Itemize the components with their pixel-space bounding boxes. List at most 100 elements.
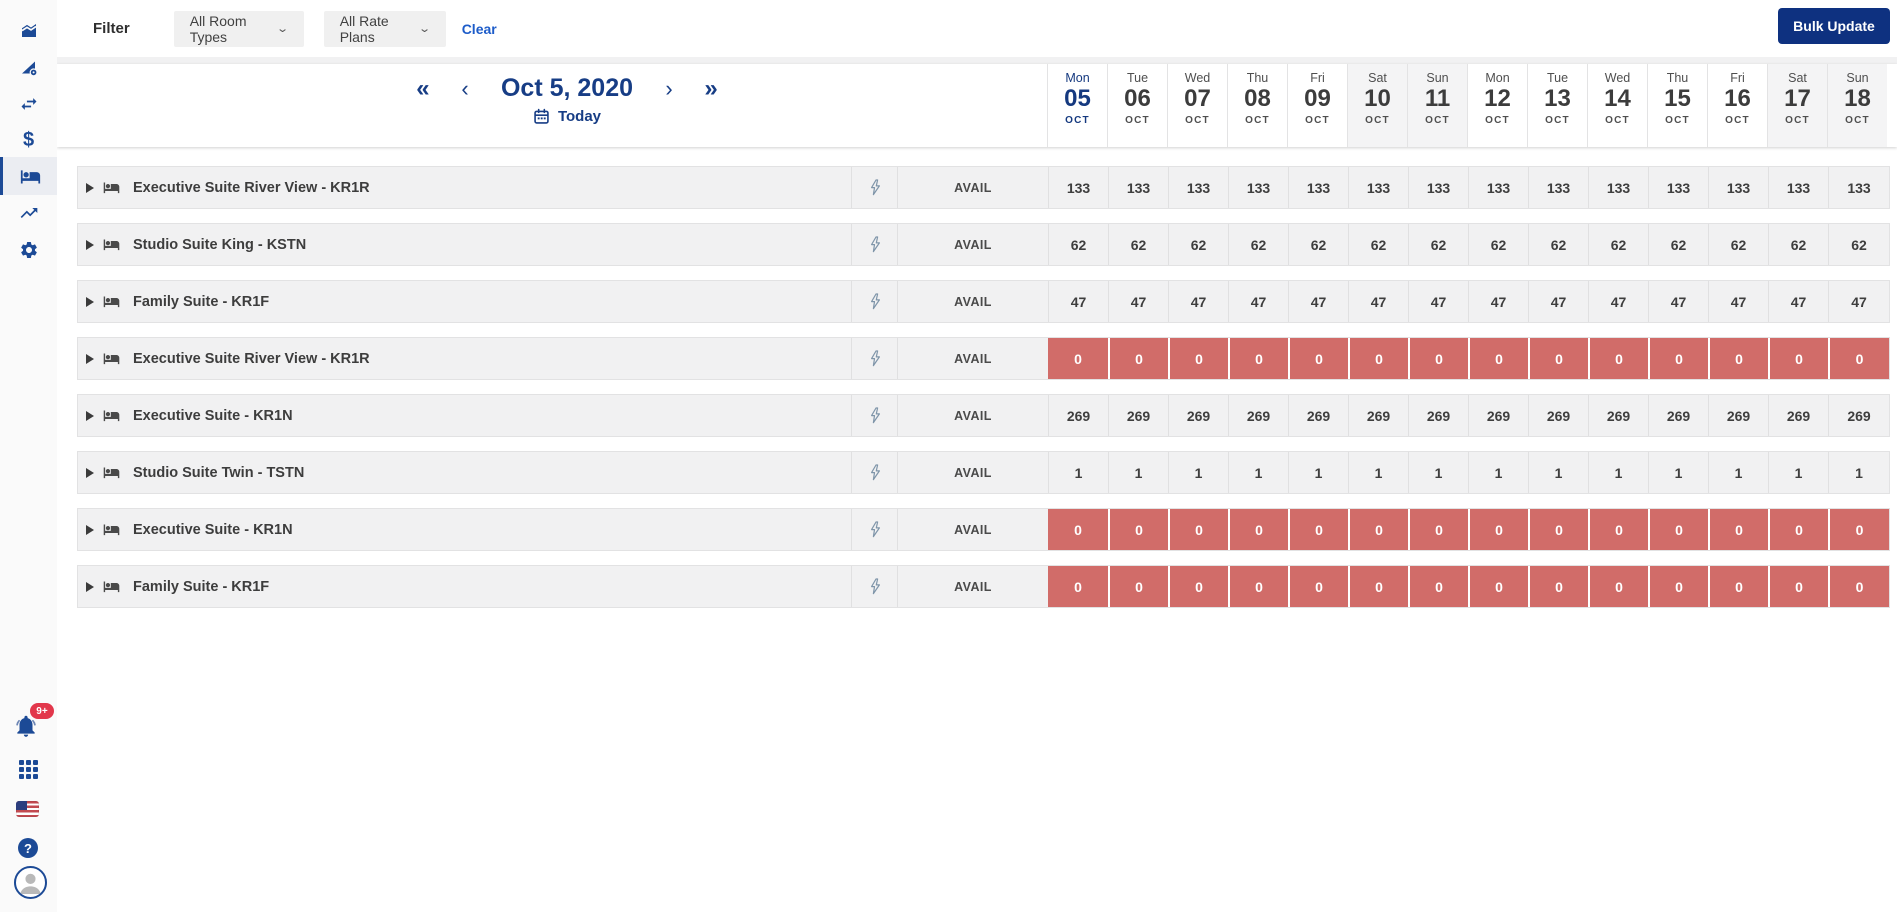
quick-update-bolt-icon[interactable] bbox=[852, 566, 898, 607]
availability-cell[interactable]: 0 bbox=[1168, 338, 1228, 379]
availability-cell[interactable]: 133 bbox=[1708, 167, 1768, 208]
availability-cell[interactable]: 0 bbox=[1228, 566, 1288, 607]
availability-cell[interactable]: 62 bbox=[1168, 224, 1228, 265]
availability-cell[interactable]: 269 bbox=[1348, 395, 1408, 436]
availability-cell[interactable]: 62 bbox=[1468, 224, 1528, 265]
notifications-bell-icon[interactable]: 9+ bbox=[13, 703, 54, 744]
availability-cell[interactable]: 0 bbox=[1828, 338, 1889, 379]
availability-cell[interactable]: 47 bbox=[1048, 281, 1108, 322]
sidebar-item-inventory-bed[interactable] bbox=[0, 157, 57, 195]
availability-cell[interactable]: 0 bbox=[1708, 566, 1768, 607]
availability-cell[interactable]: 133 bbox=[1408, 167, 1468, 208]
availability-cell[interactable]: 62 bbox=[1528, 224, 1588, 265]
availability-cell[interactable]: 269 bbox=[1408, 395, 1468, 436]
availability-cell[interactable]: 0 bbox=[1048, 338, 1108, 379]
availability-cell[interactable]: 0 bbox=[1468, 509, 1528, 550]
sidebar-item-settings-gear[interactable] bbox=[0, 231, 57, 269]
availability-cell[interactable]: 47 bbox=[1108, 281, 1168, 322]
availability-cell[interactable]: 0 bbox=[1648, 338, 1708, 379]
availability-cell[interactable]: 0 bbox=[1828, 566, 1889, 607]
availability-cell[interactable]: 1 bbox=[1768, 452, 1828, 493]
quick-update-bolt-icon[interactable] bbox=[852, 338, 898, 379]
availability-cell[interactable]: 269 bbox=[1648, 395, 1708, 436]
availability-cell[interactable]: 62 bbox=[1648, 224, 1708, 265]
language-flag-us-icon[interactable] bbox=[16, 801, 39, 817]
availability-cell[interactable]: 1 bbox=[1528, 452, 1588, 493]
availability-cell[interactable]: 0 bbox=[1288, 338, 1348, 379]
availability-cell[interactable]: 0 bbox=[1348, 566, 1408, 607]
availability-cell[interactable]: 0 bbox=[1468, 338, 1528, 379]
availability-cell[interactable]: 47 bbox=[1468, 281, 1528, 322]
apps-grid-icon[interactable] bbox=[19, 760, 38, 779]
availability-cell[interactable]: 133 bbox=[1168, 167, 1228, 208]
availability-cell[interactable]: 1 bbox=[1468, 452, 1528, 493]
availability-cell[interactable]: 0 bbox=[1768, 338, 1828, 379]
availability-cell[interactable]: 0 bbox=[1588, 566, 1648, 607]
availability-cell[interactable]: 1 bbox=[1828, 452, 1889, 493]
quick-update-bolt-icon[interactable] bbox=[852, 395, 898, 436]
availability-cell[interactable]: 269 bbox=[1168, 395, 1228, 436]
sidebar-item-area-chart[interactable] bbox=[0, 11, 57, 49]
availability-cell[interactable]: 1 bbox=[1288, 452, 1348, 493]
availability-cell[interactable]: 47 bbox=[1528, 281, 1588, 322]
availability-cell[interactable]: 269 bbox=[1228, 395, 1288, 436]
availability-cell[interactable]: 0 bbox=[1408, 509, 1468, 550]
sidebar-item-rates-triangle-gear[interactable] bbox=[0, 49, 57, 87]
sidebar-item-dollar[interactable]: $ bbox=[0, 121, 57, 159]
availability-cell[interactable]: 0 bbox=[1048, 509, 1108, 550]
rate-plans-dropdown[interactable]: All Rate Plans ⌄ bbox=[323, 10, 446, 47]
availability-cell[interactable]: 0 bbox=[1588, 509, 1648, 550]
availability-cell[interactable]: 47 bbox=[1288, 281, 1348, 322]
clear-filters-link[interactable]: Clear bbox=[461, 20, 497, 37]
availability-cell[interactable]: 269 bbox=[1768, 395, 1828, 436]
room-types-dropdown[interactable]: All Room Types ⌄ bbox=[173, 10, 304, 47]
expand-row-arrow-icon[interactable] bbox=[86, 239, 94, 250]
availability-cell[interactable]: 0 bbox=[1168, 566, 1228, 607]
bulk-update-button[interactable]: Bulk Update bbox=[1778, 8, 1890, 44]
availability-cell[interactable]: 269 bbox=[1108, 395, 1168, 436]
availability-cell[interactable]: 1 bbox=[1168, 452, 1228, 493]
availability-cell[interactable]: 1 bbox=[1048, 452, 1108, 493]
availability-cell[interactable]: 0 bbox=[1108, 338, 1168, 379]
availability-cell[interactable]: 0 bbox=[1228, 509, 1288, 550]
availability-cell[interactable]: 62 bbox=[1348, 224, 1408, 265]
next-week-button[interactable]: » bbox=[704, 74, 718, 102]
prev-day-button[interactable]: ‹ bbox=[461, 75, 469, 101]
availability-cell[interactable]: 1 bbox=[1408, 452, 1468, 493]
availability-cell[interactable]: 269 bbox=[1468, 395, 1528, 436]
availability-cell[interactable]: 269 bbox=[1708, 395, 1768, 436]
expand-row-arrow-icon[interactable] bbox=[86, 182, 94, 193]
expand-row-arrow-icon[interactable] bbox=[86, 467, 94, 478]
availability-cell[interactable]: 0 bbox=[1588, 338, 1648, 379]
availability-cell[interactable]: 0 bbox=[1288, 566, 1348, 607]
availability-cell[interactable]: 47 bbox=[1408, 281, 1468, 322]
availability-cell[interactable]: 133 bbox=[1348, 167, 1408, 208]
availability-cell[interactable]: 133 bbox=[1768, 167, 1828, 208]
availability-cell[interactable]: 47 bbox=[1768, 281, 1828, 322]
sidebar-item-swap-arrows[interactable] bbox=[0, 85, 57, 123]
availability-cell[interactable]: 0 bbox=[1708, 338, 1768, 379]
availability-cell[interactable]: 1 bbox=[1228, 452, 1288, 493]
availability-cell[interactable]: 269 bbox=[1528, 395, 1588, 436]
availability-cell[interactable]: 47 bbox=[1168, 281, 1228, 322]
availability-cell[interactable]: 0 bbox=[1108, 566, 1168, 607]
expand-row-arrow-icon[interactable] bbox=[86, 410, 94, 421]
quick-update-bolt-icon[interactable] bbox=[852, 167, 898, 208]
quick-update-bolt-icon[interactable] bbox=[852, 509, 898, 550]
availability-cell[interactable]: 269 bbox=[1048, 395, 1108, 436]
availability-cell[interactable]: 0 bbox=[1108, 509, 1168, 550]
availability-cell[interactable]: 47 bbox=[1588, 281, 1648, 322]
availability-cell[interactable]: 0 bbox=[1768, 566, 1828, 607]
availability-cell[interactable]: 133 bbox=[1828, 167, 1889, 208]
quick-update-bolt-icon[interactable] bbox=[852, 224, 898, 265]
availability-cell[interactable]: 62 bbox=[1708, 224, 1768, 265]
availability-cell[interactable]: 269 bbox=[1828, 395, 1889, 436]
expand-row-arrow-icon[interactable] bbox=[86, 581, 94, 592]
availability-cell[interactable]: 0 bbox=[1408, 338, 1468, 379]
help-icon[interactable]: ? bbox=[18, 838, 38, 858]
availability-cell[interactable]: 0 bbox=[1048, 566, 1108, 607]
availability-cell[interactable]: 62 bbox=[1048, 224, 1108, 265]
availability-cell[interactable]: 47 bbox=[1648, 281, 1708, 322]
availability-cell[interactable]: 0 bbox=[1828, 509, 1889, 550]
availability-cell[interactable]: 62 bbox=[1288, 224, 1348, 265]
